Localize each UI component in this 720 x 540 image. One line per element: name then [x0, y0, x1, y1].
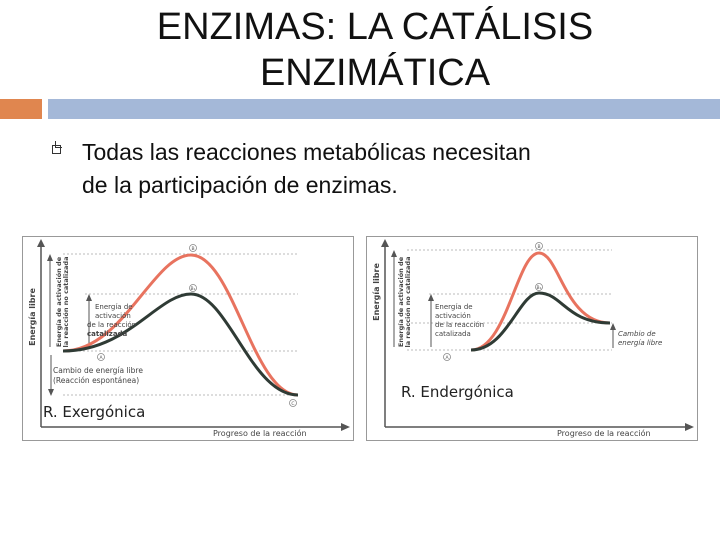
free-energy-change-label-1: Cambio de	[618, 330, 656, 338]
exergonic-svg: Energía libre Progreso de la reacción B …	[28, 239, 350, 438]
uncatalyzed-curve	[470, 251, 611, 352]
catalyzed-curve	[62, 292, 299, 397]
catalyzed-label-4: catalizada	[87, 330, 128, 338]
y-axis-label: Energía libre	[28, 288, 37, 346]
catalyzed-label-1: Energía de	[435, 303, 473, 311]
uncatalyzed-curve	[62, 253, 299, 397]
free-energy-change-label-2: energía libre	[618, 339, 662, 347]
point-b1: B₁	[191, 286, 196, 292]
y-axis-arrow	[37, 239, 45, 247]
slide-title: ENZIMAS: LA CATÁLISIS ENZIMÁTICA	[40, 4, 710, 96]
x-axis-label: Progreso de la reacción	[213, 428, 307, 438]
y-axis-arrow	[381, 239, 389, 247]
catalyzed-label-4: catalizada	[435, 330, 471, 338]
exergonic-diagram: Energía libre Progreso de la reacción B …	[22, 236, 354, 441]
point-b1: B₁	[537, 285, 542, 291]
uncatalyzed-label-1: Energía de activación de	[55, 256, 63, 347]
endergonic-caption: R. Endergónica	[401, 383, 514, 401]
bullet-line-2: de la participación de enzimas.	[82, 172, 398, 198]
uncatalyzed-label-2: la reacción no catalizada	[404, 257, 412, 348]
free-energy-change-label-2: (Reacción espontánea)	[53, 376, 139, 385]
title-line-2: ENZIMÁTICA	[259, 52, 491, 94]
point-b: B	[191, 246, 194, 252]
y-axis-label: Energía libre	[372, 263, 381, 321]
uncatalyzed-label-1: Energía de activación de	[397, 256, 405, 347]
endergonic-svg: Energía libre Progreso de la reacción B …	[372, 239, 694, 438]
bullet-text: Todas las reacciones metabólicas necesit…	[82, 136, 702, 202]
point-b: B	[537, 244, 540, 250]
free-energy-change-label-1: Cambio de energía libre	[53, 366, 143, 375]
title-divider-bar	[48, 99, 720, 119]
point-a: A	[99, 355, 103, 361]
x-axis-arrow	[341, 423, 350, 431]
title-line-1: ENZIMAS: LA CATÁLISIS	[156, 6, 594, 48]
point-a: A	[445, 355, 449, 361]
endergonic-diagram: Energía libre Progreso de la reacción B …	[366, 236, 698, 441]
x-axis-arrow	[685, 423, 694, 431]
exergonic-caption: R. Exergónica	[43, 403, 145, 421]
catalyzed-curve	[470, 291, 611, 352]
checkbox-bullet-icon	[52, 141, 62, 154]
catalyzed-label-2: activación	[435, 312, 471, 320]
bullet-line-1: Todas las reacciones metabólicas necesit…	[82, 139, 531, 165]
x-axis-label: Progreso de la reacción	[557, 428, 651, 438]
catalyzed-label-3: de la reacción	[87, 321, 136, 329]
point-c: C	[291, 401, 294, 407]
title-accent-bar	[0, 99, 42, 119]
catalyzed-label-3: de la reacción	[435, 321, 484, 329]
uncatalyzed-label-2: la reacción no catalizada	[62, 257, 70, 348]
catalyzed-label-1: Energía de	[95, 303, 133, 311]
catalyzed-label-2: activación	[95, 312, 131, 320]
